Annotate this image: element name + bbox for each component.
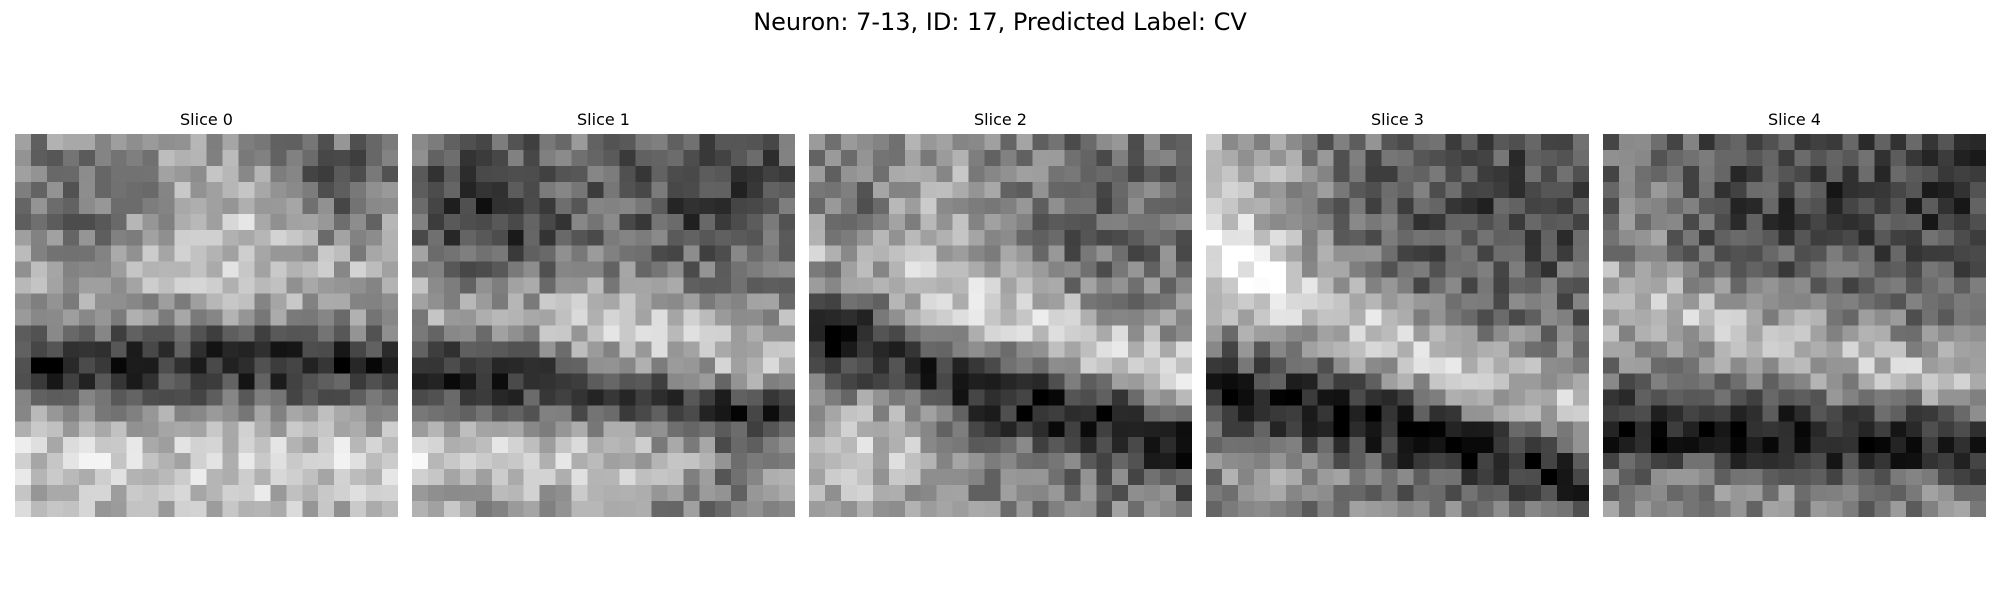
slice-title-0: Slice 0 (180, 110, 233, 129)
slice-image-3 (1206, 134, 1589, 517)
slice-title-2: Slice 2 (974, 110, 1027, 129)
slice-title-3: Slice 3 (1371, 110, 1424, 129)
slice-image-4 (1603, 134, 1986, 517)
figure-title: Neuron: 7-13, ID: 17, Predicted Label: C… (753, 8, 1247, 36)
slice-panel-0: Slice 0 (15, 108, 398, 517)
slice-title-1: Slice 1 (577, 110, 630, 129)
slice-panel-3: Slice 3 (1206, 108, 1589, 517)
slice-panel-1: Slice 1 (412, 108, 795, 517)
slice-title-4: Slice 4 (1768, 110, 1821, 129)
slice-image-2 (809, 134, 1192, 517)
slice-image-0 (15, 134, 398, 517)
slice-panel-4: Slice 4 (1603, 108, 1986, 517)
slice-image-1 (412, 134, 795, 517)
slice-panel-2: Slice 2 (809, 108, 1192, 517)
